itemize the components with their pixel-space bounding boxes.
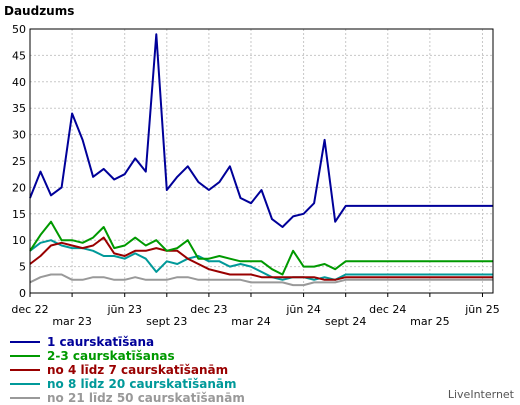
- y-tick-label: 45: [12, 49, 26, 62]
- y-tick-label: 35: [12, 102, 26, 115]
- x-tick-label: mar 24: [231, 315, 270, 328]
- legend-label: no 21 līdz 50 caurskatīšanām: [47, 391, 245, 405]
- y-tick-label: 5: [19, 261, 26, 274]
- x-tick-label: jūn 24: [285, 303, 321, 316]
- series-line-5: [29, 273, 493, 287]
- series-line-1: [29, 33, 493, 228]
- x-tick-label: sept 23: [146, 315, 187, 328]
- y-tick-label: 40: [12, 76, 26, 89]
- legend-label: 2-3 caurskatīšanas: [47, 349, 175, 363]
- x-tick-label: dec 24: [369, 303, 406, 316]
- legend-label: no 4 līdz 7 caurskatīšanām: [47, 363, 228, 377]
- x-tick-label: jūn 23: [106, 303, 142, 316]
- plot-frame: [29, 28, 494, 294]
- series-lines: [29, 33, 493, 287]
- y-tick-label: 20: [12, 181, 26, 194]
- x-tick-label: sept 24: [325, 315, 366, 328]
- x-tick-label: mar 23: [52, 315, 91, 328]
- series-line-2: [29, 220, 493, 276]
- x-tick-label: mar 25: [410, 315, 449, 328]
- grid: [29, 28, 493, 294]
- x-tick-label: jūn 25: [464, 303, 500, 316]
- y-tick-label: 50: [12, 23, 26, 36]
- series-line-3: [29, 236, 493, 281]
- legend-label: 1 caurskatīšana: [47, 335, 154, 349]
- y-tick-label: 30: [12, 129, 26, 142]
- chart-title: Daudzums: [4, 4, 74, 18]
- legend-label: no 8 līdz 20 caurskatīšanām: [47, 377, 236, 391]
- y-tick-label: 25: [12, 155, 26, 168]
- y-tick-label: 10: [12, 234, 26, 247]
- series-line-4: [29, 239, 493, 281]
- x-tick-label: dec 23: [190, 303, 227, 316]
- y-tick-label: 0: [19, 287, 26, 300]
- y-tick-label: 15: [12, 208, 26, 221]
- credit-label: LiveInternet: [448, 388, 515, 401]
- x-tick-label: dec 22: [11, 303, 48, 316]
- y-axis-ticks: 0 5 10 15 20 25 30 35 40 45 50: [12, 23, 26, 300]
